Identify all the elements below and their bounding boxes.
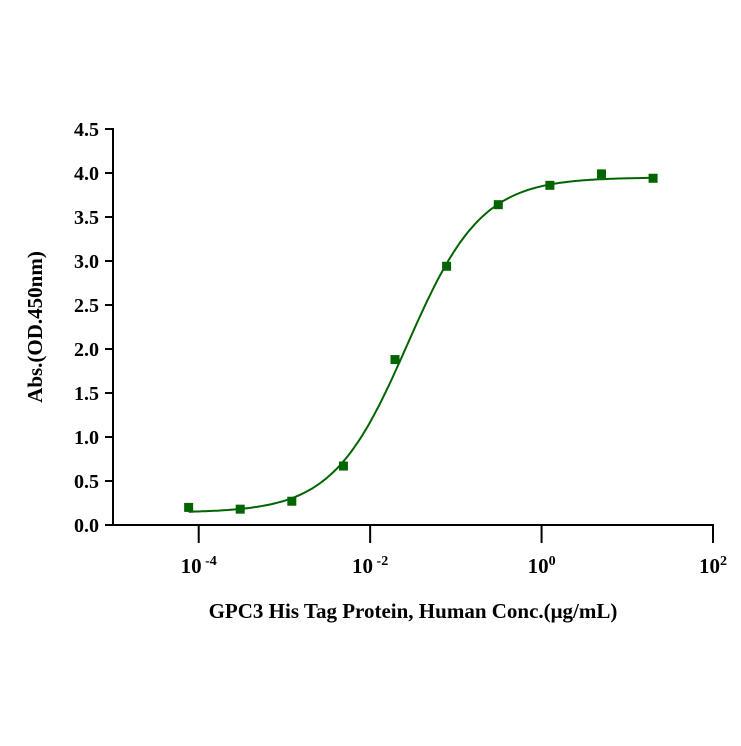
fit-curve xyxy=(188,176,654,513)
axes: 0.0 0.5 1.0 1.5 2.0 2.5 3.0 3.5 4.0 4.5 10 -4 10 -2… xyxy=(74,119,727,578)
data-point xyxy=(545,180,555,190)
y-tick-label: 0.5 xyxy=(74,471,99,493)
y-tick-label: 3.0 xyxy=(74,251,99,273)
x-tick-label: 10 -2 xyxy=(352,554,388,578)
y-tick-label: 1.0 xyxy=(74,427,99,449)
y-tick-label: 0.0 xyxy=(74,515,99,537)
x-axis-label: GPC3 His Tag Protein, Human Conc.(μg/mL) xyxy=(209,599,618,623)
y-axis-label: Abs.(OD.450nm) xyxy=(23,251,47,403)
y-tick-label: 2.5 xyxy=(74,295,99,317)
x-tick-label: 10 -4 xyxy=(181,554,217,578)
x-tick-label: 100 xyxy=(528,554,556,578)
x-tick-label: 102 xyxy=(699,554,727,578)
data-points xyxy=(184,169,658,514)
data-point xyxy=(235,504,245,514)
data-point xyxy=(648,173,658,183)
y-tick-label: 4.5 xyxy=(74,119,99,141)
y-tick-label: 2.0 xyxy=(74,339,99,361)
y-tick-label: 4.0 xyxy=(74,163,99,185)
y-tick-label: 3.5 xyxy=(74,207,99,229)
data-point xyxy=(390,355,400,365)
data-point xyxy=(287,496,297,506)
data-point xyxy=(442,261,452,271)
data-point xyxy=(338,461,348,471)
data-point xyxy=(184,502,194,512)
data-point xyxy=(493,200,503,210)
data-point xyxy=(596,169,606,179)
y-tick-label: 1.5 xyxy=(74,383,99,405)
